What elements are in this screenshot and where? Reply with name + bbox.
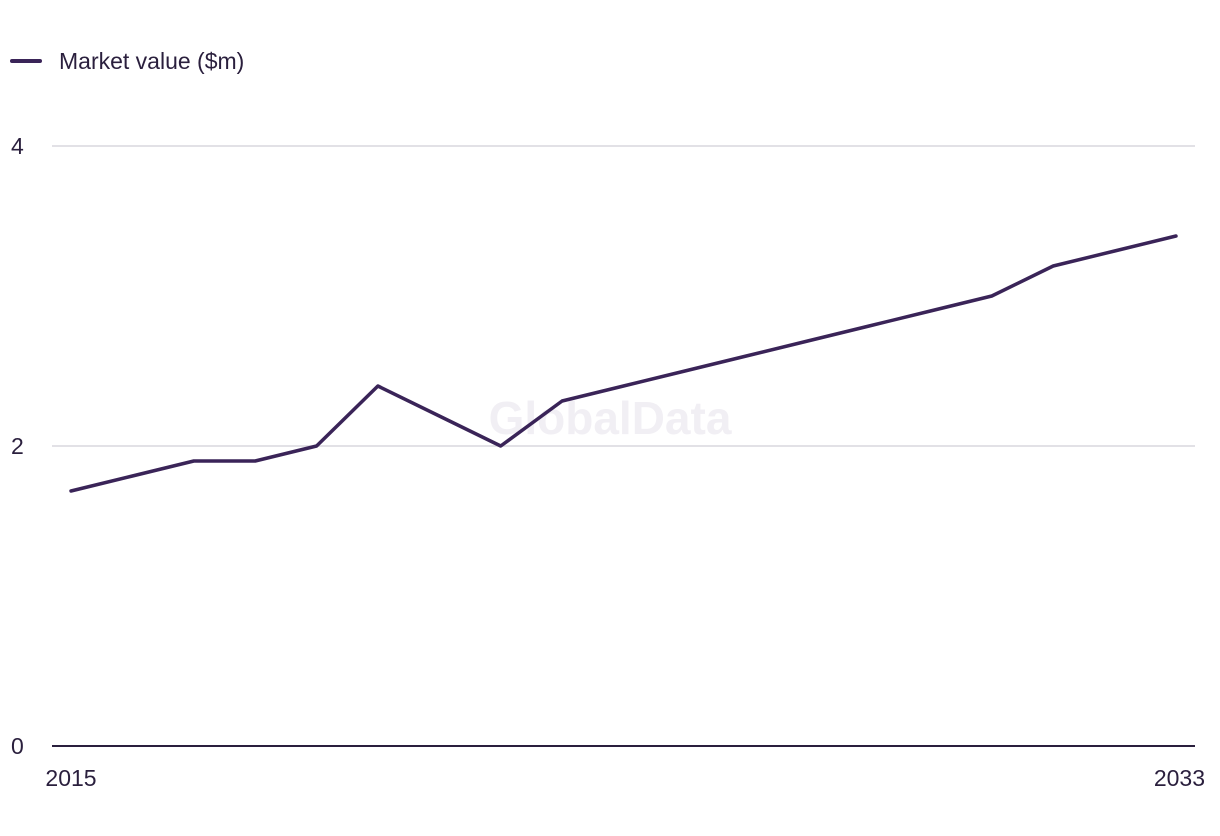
y-tick-label: 2 — [11, 433, 24, 459]
legend-swatch — [10, 59, 42, 63]
series-line-0 — [69, 234, 1178, 493]
gridlines — [52, 145, 1195, 447]
chart-legend: Market value ($m) — [10, 44, 244, 78]
legend-label: Market value ($m) — [59, 47, 245, 74]
series-layer — [69, 234, 1178, 493]
x-tick-label: 2033 — [1154, 765, 1205, 791]
y-tick-label: 4 — [11, 133, 24, 159]
watermark: GlobalData — [489, 392, 732, 444]
x-tick-label: 2015 — [45, 765, 96, 791]
axes: 0 2 4 2015 2033 — [11, 133, 1205, 791]
y-tick-label: 0 — [11, 733, 24, 759]
